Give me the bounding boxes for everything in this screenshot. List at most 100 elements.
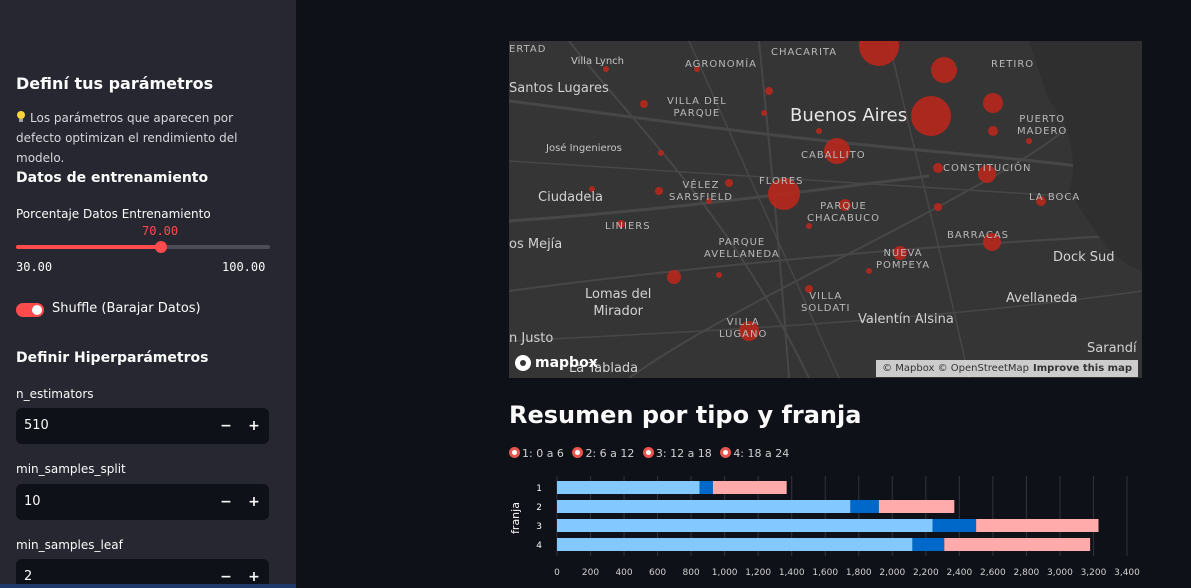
toggle-knob [32,305,42,315]
legend-item-3: 3: 12 a 18 [642,447,712,460]
section-title: Resumen por tipo y franja [509,401,862,429]
alarm-clock-icon [720,447,732,458]
bar-segment[interactable] [557,481,700,494]
training-slider[interactable] [16,241,270,253]
map-label-villa-lynch: Villa Lynch [571,56,625,67]
map-label-liniers: LINIERS [605,221,651,232]
hint-label: Los parámetros que aparecen por defecto … [16,111,238,165]
x-tick-label: 2,200 [913,568,939,578]
hint-text: Los parámetros que aparecen por defecto … [16,108,276,168]
map-label-barracas: BARRACAS [947,230,1010,241]
map-label-la-boca: LA BOCA [1029,192,1081,203]
map-label-nueva-pompeya: NUEVA POMPEYA [876,248,931,271]
x-tick-label: 3,200 [1081,568,1107,578]
x-tick-label: 0 [554,568,560,578]
improve-map-link[interactable]: Improve this map [1033,363,1132,374]
n-estimators-label: n_estimators [16,387,94,401]
shuffle-label: Shuffle (Barajar Datos) [52,301,201,316]
bar-segment[interactable] [932,519,977,532]
x-tick-label: 2,400 [946,568,972,578]
x-tick-label: 2,600 [980,568,1006,578]
franja-legend: 1: 0 a 6 2: 6 a 12 3: 12 a 18 4: 18 a 24 [509,447,794,460]
map-label-ertad: ERTAD [509,44,547,55]
y-tick-label: 2 [536,503,542,513]
legend-text-3: 3: 12 a 18 [655,447,712,460]
slider-thumb[interactable] [155,241,168,253]
alarm-clock-icon [642,447,654,458]
attribution-text[interactable]: © Mapbox © OpenStreetMap [882,363,1030,374]
x-tick-label: 1,000 [712,568,738,578]
bar-segment[interactable] [850,500,879,513]
n-estimators-increment-button[interactable]: + [248,418,260,434]
map-label-parque-avellaneda: PARQUE AVELLANEDA [704,237,780,260]
map-label-puerto-madero: PUERTO MADERO [1017,114,1068,137]
x-tick-label: 1,200 [745,568,771,578]
min-samples-split-value: 10 [24,494,41,509]
map-label-constitucion: CONSTITUCIÓN [943,163,1032,174]
bar-segment[interactable] [699,481,713,494]
legend-text-2: 2: 6 a 12 [585,447,635,460]
map-label-sarandi: Sarandí [1087,341,1137,356]
map-label-buenos-aires: Buenos Aires [790,105,908,126]
map[interactable]: Buenos Aires Santos Lugares Villa Lynch … [509,41,1142,378]
bar-segment[interactable] [912,538,945,551]
mapbox-icon [515,355,531,371]
x-tick-label: 1,600 [812,568,838,578]
map-base [509,41,1142,378]
x-tick-label: 1,400 [779,568,805,578]
y-tick-label: 1 [536,484,542,494]
map-label-dock-sud: Dock Sud [1053,250,1115,265]
map-label-parque-chacabuco: PARQUE CHACABUCO [807,201,881,224]
map-label-chacarita: CHACARITA [771,47,838,58]
legend-text-4: 4: 18 a 24 [733,447,790,460]
min-samples-leaf-decrement-button[interactable]: − [220,569,232,585]
alarm-clock-icon [572,447,584,458]
bar-segment[interactable] [557,519,933,532]
min-samples-leaf-increment-button[interactable]: + [248,569,260,585]
lightbulb-icon [16,111,26,123]
min-samples-split-input[interactable]: 10 − + [16,484,269,520]
slider-max: 100.00 [222,260,266,274]
map-label-caballito: CABALLITO [801,150,866,161]
n-estimators-input[interactable]: 510 − + [16,408,269,444]
map-label-mejia: os Mejía [509,237,563,252]
bar-segment[interactable] [878,500,955,513]
y-tick-label: 4 [536,541,542,551]
map-label-jose-ingenieros: José Ingenieros [546,143,622,154]
shuffle-toggle[interactable] [16,303,44,317]
x-tick-label: 2,800 [1014,568,1040,578]
bar-segment[interactable] [557,500,851,513]
map-points [589,41,1046,341]
mapbox-wordmark: mapbox [535,355,598,371]
x-tick-label: 800 [683,568,700,578]
mapbox-logo[interactable]: mapbox [515,354,598,372]
map-label-agronomia: AGRONOMÍA [685,59,758,70]
slider-label: Porcentaje Datos Entrenamiento [16,207,211,221]
min-samples-leaf-label: min_samples_leaf [16,538,123,552]
bar-segment[interactable] [557,538,913,551]
map-label-flores: FLORES [759,176,804,187]
map-attribution[interactable]: © Mapbox © OpenStreetMap Improve this map [876,360,1138,377]
bar-segment[interactable] [712,481,787,494]
hyper-header: Definir Hiperparámetros [16,350,209,366]
n-estimators-value: 510 [24,418,49,433]
stacked-bar-chart[interactable]: 0 200 400 600 800 1,000 1,200 1,400 1,600 1,800 2,… [505,476,1145,582]
map-label-ciudadela: Ciudadela [538,190,603,205]
min-samples-leaf-value: 2 [24,569,33,584]
min-samples-split-decrement-button[interactable]: − [220,494,232,510]
min-samples-leaf-input[interactable]: 2 − + [16,559,269,588]
n-estimators-decrement-button[interactable]: − [220,418,232,434]
bar-segment[interactable] [944,538,1091,551]
x-tick-label: 400 [615,568,632,578]
x-tick-label: 600 [649,568,666,578]
min-samples-split-increment-button[interactable]: + [248,494,260,510]
x-tick-label: 3,000 [1047,568,1073,578]
map-label-avellaneda: Avellaneda [1006,291,1078,306]
y-axis-label: franja [509,502,522,534]
sidebar-title: Definí tus parámetros [16,74,214,93]
slider-value: 70.00 [142,224,179,238]
map-label-villa-lugano: VILLA LUGANO [719,317,768,340]
x-tick-label: 200 [582,568,599,578]
sidebar-bottom-bar [0,584,296,588]
bar-segment[interactable] [976,519,1099,532]
